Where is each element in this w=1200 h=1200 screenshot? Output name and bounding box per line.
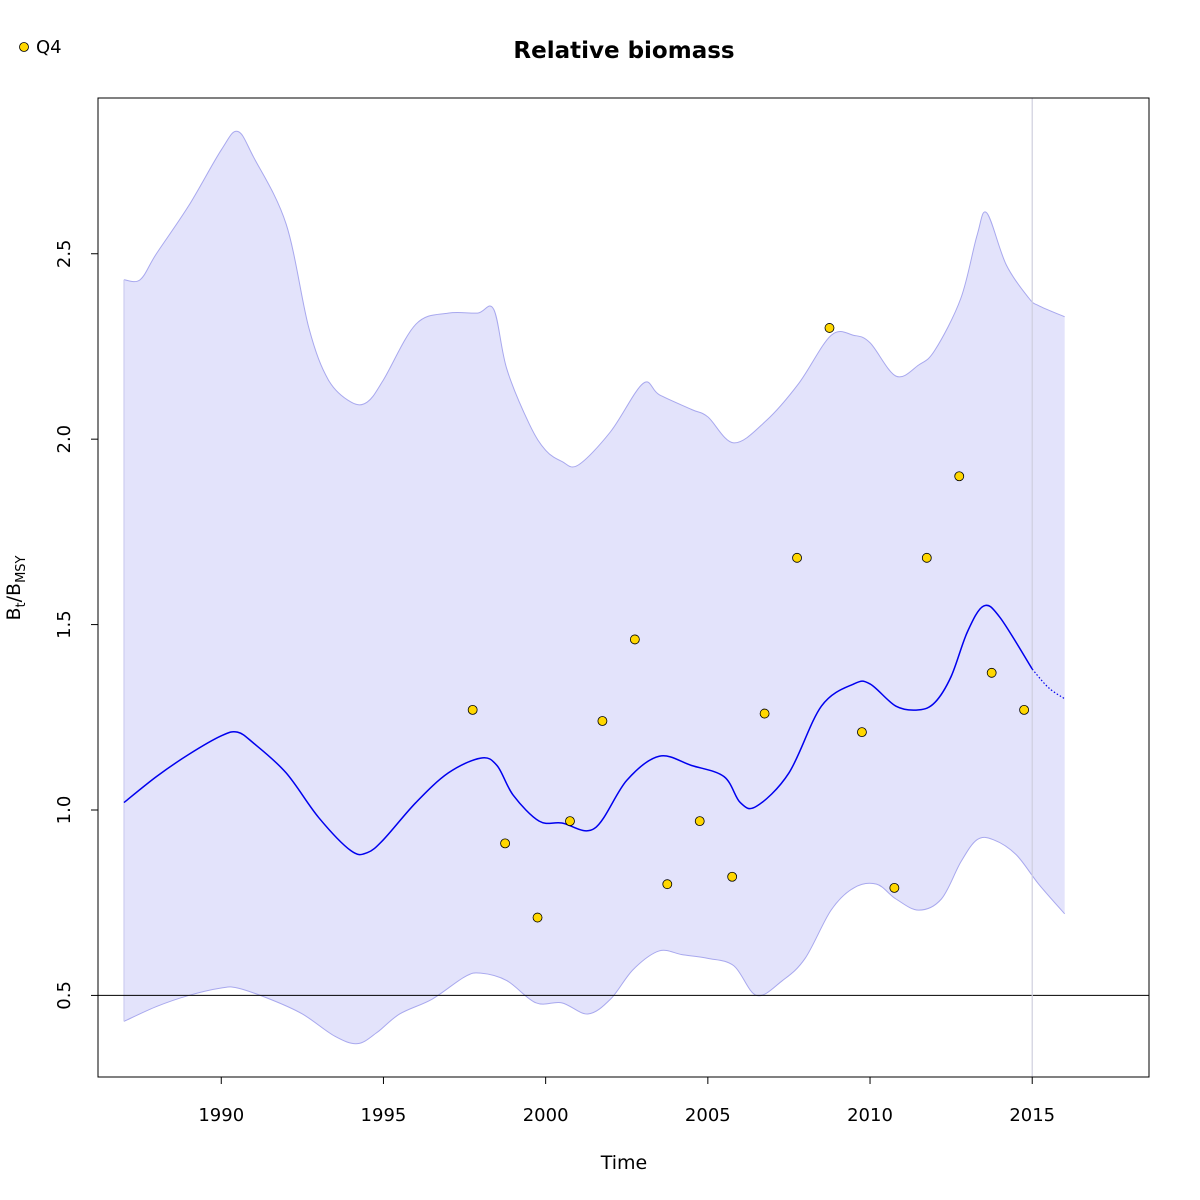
- y-axis: 0.5 1.0 1.5 2.0 2.5: [54, 239, 98, 1010]
- biomass-prediction-line: [1031, 668, 1065, 700]
- q4-index-point: [467, 704, 478, 715]
- legend-label-q4: Q4: [36, 37, 62, 58]
- q4-index-point: [792, 552, 802, 563]
- y-tick-label: 1.0: [54, 796, 75, 825]
- q4-index-point: [727, 871, 738, 882]
- q4-index-point: [986, 667, 997, 678]
- plot-area: [98, 98, 1149, 1077]
- y-tick-label: 2.0: [54, 425, 75, 454]
- x-tick-label: 1995: [361, 1105, 407, 1126]
- q4-index-point: [1019, 704, 1030, 715]
- q4-index-point: [954, 471, 965, 482]
- q4-index-point: [565, 816, 575, 827]
- confidence-band: [123, 131, 1065, 1044]
- y-axis-title-sub1: t: [14, 602, 29, 607]
- x-tick-label: 2015: [1009, 1105, 1055, 1126]
- q4-index-point: [662, 879, 673, 890]
- x-tick-label: 2010: [847, 1105, 893, 1126]
- q4-index-point: [597, 716, 608, 726]
- q4-index-point: [889, 882, 900, 893]
- ci-upper-line: [123, 130, 1065, 468]
- y-axis-title-main: B: [3, 607, 25, 620]
- ci-lower-line: [123, 836, 1066, 1045]
- legend-marker-q4: [19, 42, 29, 52]
- q4-index-point: [500, 838, 511, 849]
- chart-title: Relative biomass: [513, 38, 734, 64]
- plot-frame: [97, 97, 1150, 1078]
- y-axis-title: Bt/BMSY: [3, 555, 29, 620]
- q4-index-point: [759, 708, 770, 719]
- biomass-estimate-line: [123, 604, 1033, 856]
- y-axis-title-sep: /B: [3, 583, 25, 602]
- y-tick-label: 0.5: [54, 981, 75, 1010]
- x-tick-label: 1990: [198, 1105, 244, 1126]
- plot-content: [98, 98, 1149, 1077]
- y-tick-label: 1.5: [54, 610, 75, 639]
- y-tick-label: 2.5: [54, 239, 75, 268]
- x-tick-label: 2005: [685, 1105, 731, 1126]
- q4-index-point: [629, 634, 640, 645]
- x-axis-title: Time: [600, 1152, 648, 1174]
- q4-index-point: [824, 323, 835, 333]
- q4-index-point: [857, 727, 867, 738]
- legend: Q4: [19, 37, 62, 58]
- x-axis: 1990 1995 2000 2005 2010 2015: [198, 1077, 1055, 1126]
- x-tick-label: 2000: [523, 1105, 569, 1126]
- q4-index-point: [694, 816, 705, 827]
- q4-index-point: [921, 552, 932, 563]
- q4-index-point: [532, 912, 543, 923]
- y-axis-title-sub2: MSY: [14, 555, 29, 582]
